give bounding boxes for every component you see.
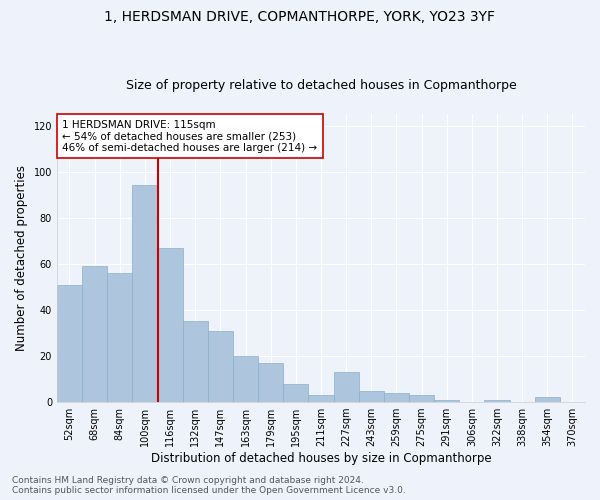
- Bar: [182, 322, 208, 402]
- Text: Contains HM Land Registry data © Crown copyright and database right 2024.
Contai: Contains HM Land Registry data © Crown c…: [12, 476, 406, 495]
- Text: 1 HERDSMAN DRIVE: 115sqm
← 54% of detached houses are smaller (253)
46% of semi-: 1 HERDSMAN DRIVE: 115sqm ← 54% of detach…: [62, 120, 317, 153]
- Bar: [484, 400, 509, 402]
- Bar: [82, 266, 107, 402]
- Y-axis label: Number of detached properties: Number of detached properties: [15, 165, 28, 351]
- Bar: [359, 390, 384, 402]
- Text: 1, HERDSMAN DRIVE, COPMANTHORPE, YORK, YO23 3YF: 1, HERDSMAN DRIVE, COPMANTHORPE, YORK, Y…: [104, 10, 496, 24]
- Bar: [283, 384, 308, 402]
- Bar: [107, 273, 133, 402]
- Bar: [158, 248, 182, 402]
- Bar: [258, 363, 283, 402]
- Bar: [434, 400, 459, 402]
- Bar: [57, 284, 82, 402]
- Bar: [384, 393, 409, 402]
- Bar: [208, 330, 233, 402]
- Title: Size of property relative to detached houses in Copmanthorpe: Size of property relative to detached ho…: [125, 79, 517, 92]
- X-axis label: Distribution of detached houses by size in Copmanthorpe: Distribution of detached houses by size …: [151, 452, 491, 465]
- Bar: [409, 395, 434, 402]
- Bar: [334, 372, 359, 402]
- Bar: [535, 398, 560, 402]
- Bar: [133, 186, 158, 402]
- Bar: [233, 356, 258, 402]
- Bar: [308, 395, 334, 402]
